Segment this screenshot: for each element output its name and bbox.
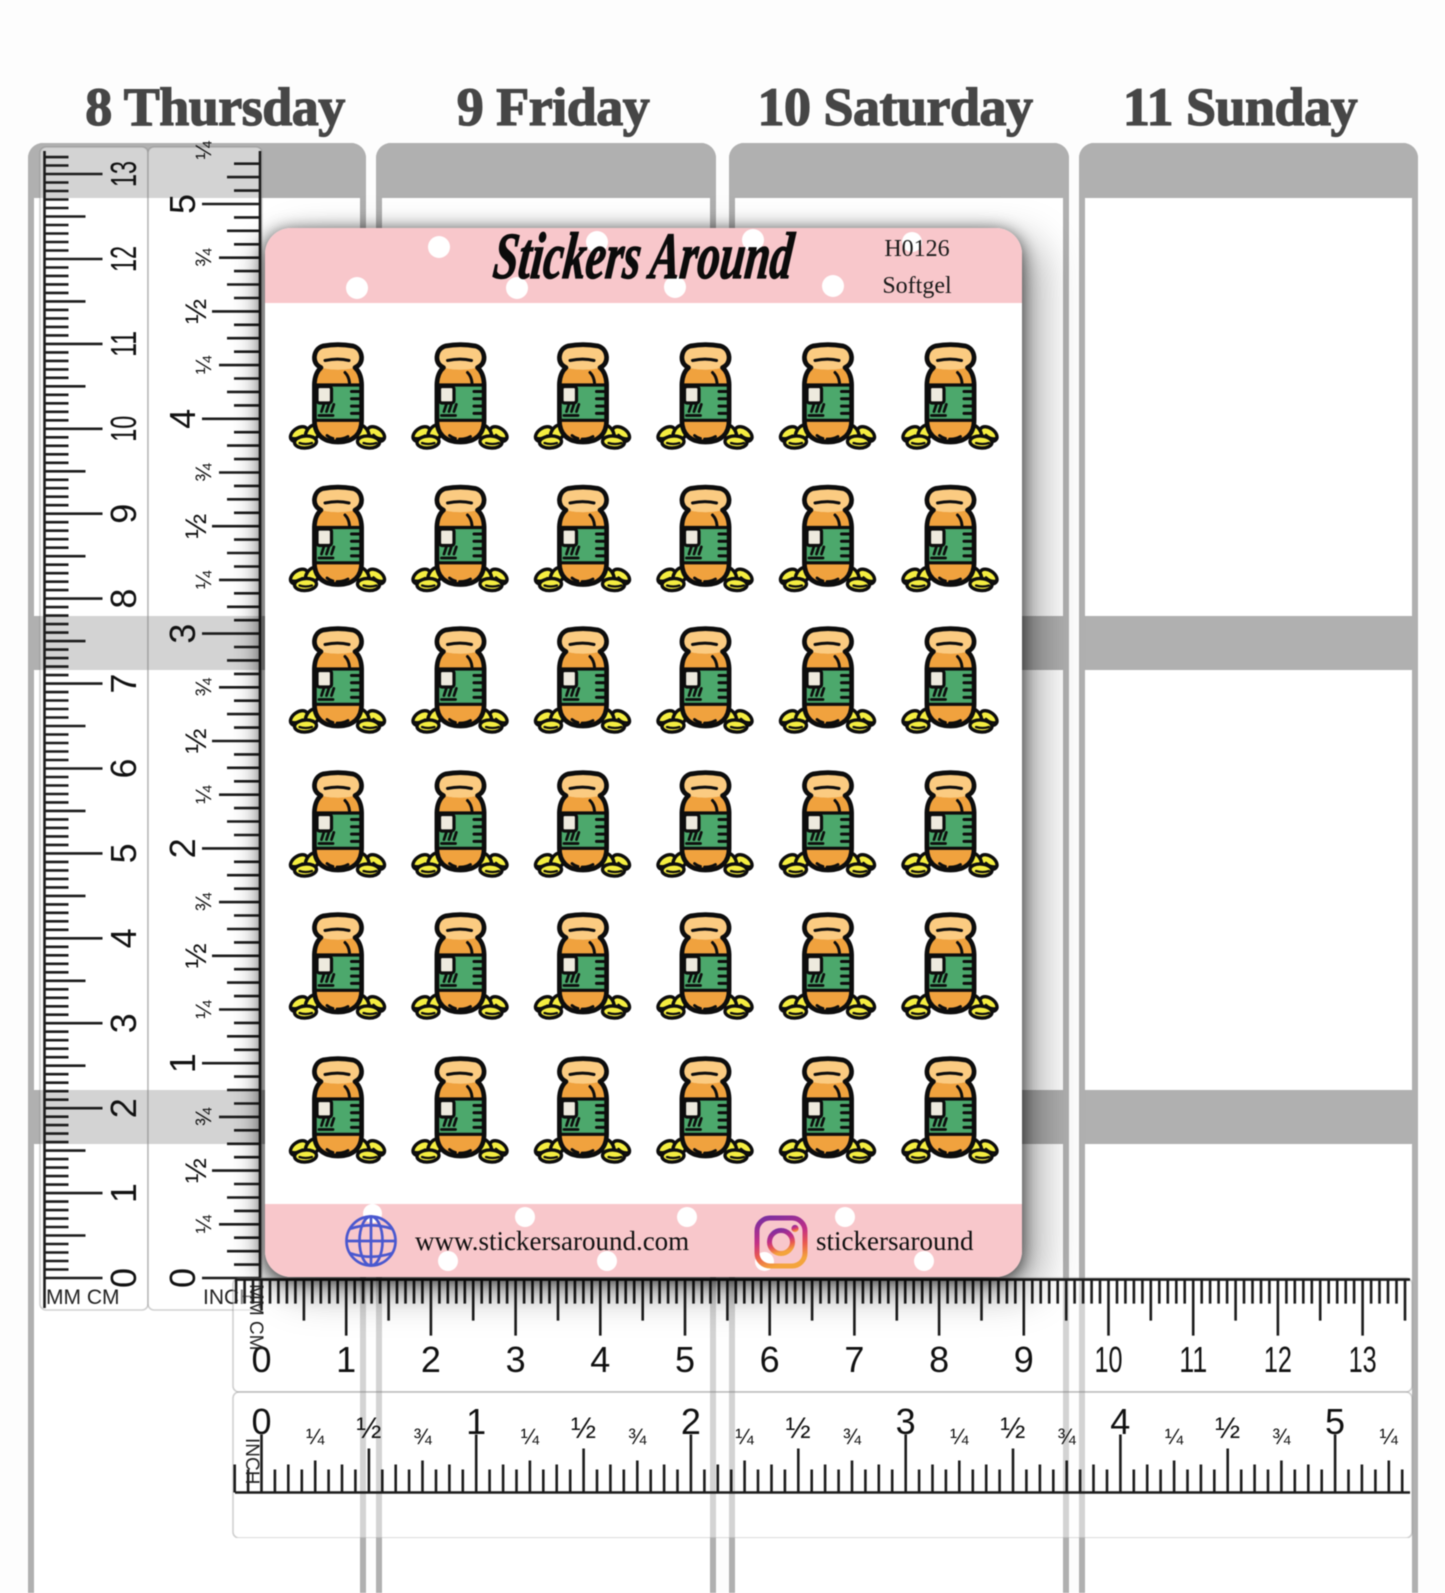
svg-text:¼: ¼ bbox=[191, 1214, 216, 1233]
svg-text:¼: ¼ bbox=[1380, 1424, 1399, 1449]
svg-text:½: ½ bbox=[1215, 1412, 1240, 1445]
svg-text:11: 11 bbox=[103, 331, 144, 357]
svg-text:¾: ¾ bbox=[1272, 1424, 1291, 1449]
svg-text:3: 3 bbox=[103, 1013, 144, 1033]
svg-text:½: ½ bbox=[786, 1412, 811, 1445]
svg-text:INCH: INCH bbox=[203, 1286, 254, 1309]
svg-text:¾: ¾ bbox=[191, 677, 216, 696]
svg-text:6: 6 bbox=[103, 758, 144, 778]
svg-text:8: 8 bbox=[103, 589, 144, 609]
svg-text:¼: ¼ bbox=[306, 1424, 325, 1449]
svg-text:4: 4 bbox=[103, 928, 144, 948]
svg-text:0: 0 bbox=[103, 1268, 144, 1288]
svg-text:3: 3 bbox=[162, 624, 203, 644]
svg-text:7: 7 bbox=[103, 674, 144, 694]
svg-text:8: 8 bbox=[929, 1339, 949, 1380]
svg-text:7: 7 bbox=[844, 1339, 864, 1380]
svg-text:4: 4 bbox=[1110, 1401, 1130, 1442]
svg-text:¾: ¾ bbox=[191, 463, 216, 482]
svg-text:MM CM: MM CM bbox=[46, 1286, 119, 1309]
svg-text:9: 9 bbox=[1014, 1339, 1034, 1380]
svg-text:¼: ¼ bbox=[950, 1424, 969, 1449]
svg-text:13: 13 bbox=[103, 161, 144, 187]
svg-text:¾: ¾ bbox=[843, 1424, 862, 1449]
svg-text:3: 3 bbox=[506, 1339, 526, 1380]
svg-text:0: 0 bbox=[251, 1339, 271, 1380]
svg-text:½: ½ bbox=[356, 1412, 381, 1445]
svg-text:¾: ¾ bbox=[191, 248, 216, 267]
svg-text:0: 0 bbox=[162, 1268, 203, 1288]
svg-text:5: 5 bbox=[1325, 1401, 1345, 1442]
svg-text:¼: ¼ bbox=[1165, 1424, 1184, 1449]
svg-text:10: 10 bbox=[1095, 1339, 1123, 1380]
svg-text:2: 2 bbox=[162, 838, 203, 858]
svg-text:5: 5 bbox=[162, 194, 203, 214]
svg-text:4: 4 bbox=[162, 409, 203, 429]
svg-text:¼: ¼ bbox=[191, 785, 216, 804]
svg-text:½: ½ bbox=[1000, 1412, 1025, 1445]
svg-text:5: 5 bbox=[103, 843, 144, 863]
svg-text:MM CM: MM CM bbox=[245, 1284, 266, 1350]
svg-text:13: 13 bbox=[1349, 1339, 1377, 1380]
svg-text:¾: ¾ bbox=[413, 1424, 432, 1449]
svg-text:2: 2 bbox=[421, 1339, 441, 1380]
svg-text:½: ½ bbox=[180, 728, 213, 753]
svg-text:11: 11 bbox=[1179, 1339, 1207, 1380]
svg-text:½: ½ bbox=[180, 514, 213, 539]
svg-text:¾: ¾ bbox=[1057, 1424, 1076, 1449]
svg-text:1: 1 bbox=[103, 1183, 144, 1203]
svg-text:2: 2 bbox=[681, 1401, 701, 1442]
svg-text:12: 12 bbox=[103, 246, 144, 272]
svg-text:¼: ¼ bbox=[191, 140, 216, 159]
svg-text:¼: ¼ bbox=[521, 1424, 540, 1449]
svg-text:½: ½ bbox=[180, 943, 213, 968]
svg-text:0: 0 bbox=[251, 1401, 271, 1442]
svg-text:1: 1 bbox=[336, 1339, 356, 1380]
svg-text:½: ½ bbox=[180, 1158, 213, 1183]
svg-text:3: 3 bbox=[896, 1401, 916, 1442]
svg-text:¼: ¼ bbox=[191, 1000, 216, 1019]
svg-text:4: 4 bbox=[590, 1339, 610, 1380]
svg-text:¼: ¼ bbox=[735, 1424, 754, 1449]
svg-text:9: 9 bbox=[103, 504, 144, 524]
svg-text:2: 2 bbox=[103, 1098, 144, 1118]
svg-text:¼: ¼ bbox=[191, 355, 216, 374]
svg-text:¾: ¾ bbox=[191, 892, 216, 911]
svg-text:6: 6 bbox=[760, 1339, 780, 1380]
svg-text:¾: ¾ bbox=[191, 1107, 216, 1126]
svg-text:½: ½ bbox=[180, 299, 213, 324]
svg-text:1: 1 bbox=[162, 1053, 203, 1073]
svg-text:12: 12 bbox=[1264, 1339, 1292, 1380]
svg-text:¾: ¾ bbox=[628, 1424, 647, 1449]
svg-text:INCH: INCH bbox=[241, 1438, 262, 1484]
svg-text:¼: ¼ bbox=[191, 570, 216, 589]
svg-text:10: 10 bbox=[103, 416, 144, 442]
svg-text:1: 1 bbox=[466, 1401, 486, 1442]
svg-text:½: ½ bbox=[571, 1412, 596, 1445]
svg-text:5: 5 bbox=[675, 1339, 695, 1380]
